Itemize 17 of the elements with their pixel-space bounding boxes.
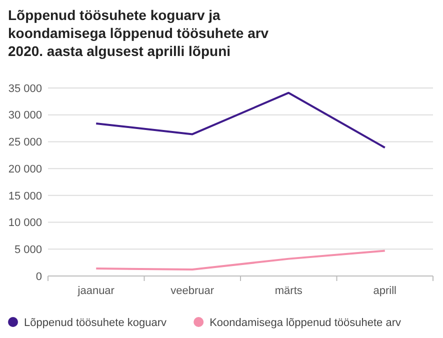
y-tick-label: 35 000 xyxy=(8,82,42,95)
x-tick-label: aprill xyxy=(373,285,396,297)
legend-label: Lõppenud töösuhete koguarv xyxy=(24,316,168,329)
y-tick-label: 0 xyxy=(36,270,42,283)
y-tick-label: 15 000 xyxy=(8,190,42,202)
legend-label: Koondamisega lõppenud töösuhete arv xyxy=(210,316,402,329)
y-tick-label: 25 000 xyxy=(8,136,42,149)
x-tick-label: märts xyxy=(274,285,303,297)
x-tick-label: jaanuar xyxy=(76,285,115,297)
chart-title: Lõppenud töösuhete koguarv ja koondamisega lõppenud töösuhete arv 2020. aasta algusest aprilli lõpuni xyxy=(8,7,269,59)
y-tick-label: 30 000 xyxy=(8,110,42,122)
line-series xyxy=(95,250,386,271)
line-series xyxy=(95,92,386,149)
y-tick-label: 5 000 xyxy=(14,244,42,256)
y-tick-label: 10 000 xyxy=(8,217,42,230)
y-tick-label: 20 000 xyxy=(8,163,42,176)
x-tick-label: veebruar xyxy=(170,285,214,297)
